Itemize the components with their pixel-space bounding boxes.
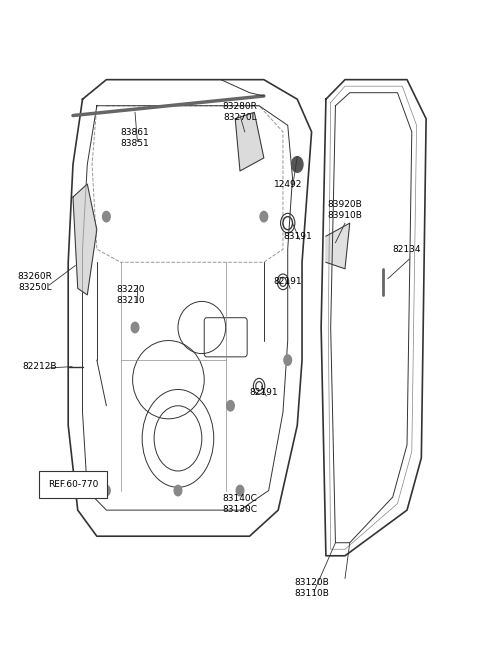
Circle shape [103, 485, 110, 496]
Text: 83861
83851: 83861 83851 [120, 128, 149, 149]
Text: 83140C
83130C: 83140C 83130C [223, 494, 257, 514]
Text: 12492: 12492 [274, 179, 302, 189]
Text: 82191: 82191 [250, 388, 278, 397]
Text: 83220
83210: 83220 83210 [116, 285, 144, 305]
Circle shape [284, 355, 291, 365]
Text: 83280R
83270L: 83280R 83270L [223, 102, 257, 122]
Circle shape [236, 485, 244, 496]
Circle shape [103, 212, 110, 222]
Polygon shape [73, 184, 97, 295]
Text: 82212B: 82212B [22, 362, 57, 371]
Text: 83260R
83250L: 83260R 83250L [17, 272, 52, 292]
Text: 83120B
83110B: 83120B 83110B [294, 578, 329, 599]
Text: 83191: 83191 [283, 232, 312, 240]
Polygon shape [235, 112, 264, 171]
Circle shape [291, 157, 303, 172]
Text: REF.60-770: REF.60-770 [48, 479, 98, 489]
Circle shape [227, 401, 234, 411]
Text: 82134: 82134 [393, 245, 421, 253]
Text: 82191: 82191 [274, 277, 302, 286]
Circle shape [174, 485, 182, 496]
Polygon shape [326, 223, 350, 269]
Text: 83920B
83910B: 83920B 83910B [327, 200, 362, 220]
Circle shape [131, 322, 139, 333]
Circle shape [260, 212, 268, 222]
